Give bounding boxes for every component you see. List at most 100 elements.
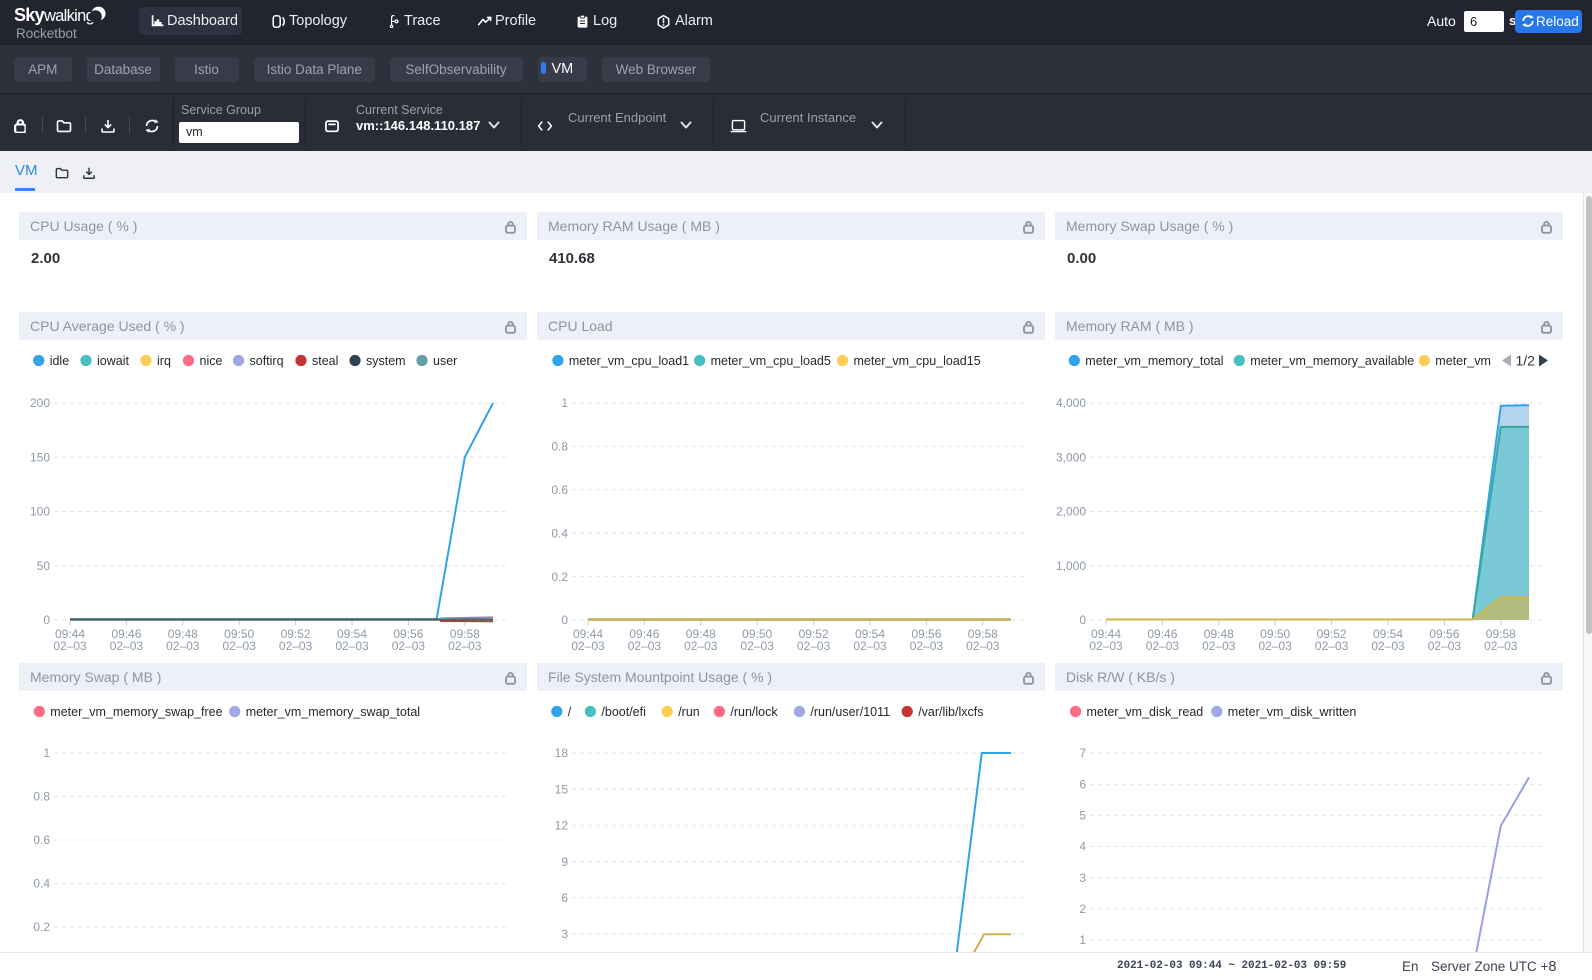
svg-text:50: 50	[37, 559, 51, 573]
svg-text:6: 6	[1079, 777, 1086, 791]
svg-text:15: 15	[555, 782, 569, 796]
svg-text:/var/lib/lxcfs: /var/lib/lxcfs	[918, 705, 983, 719]
svg-text:/boot/efi: /boot/efi	[601, 705, 645, 719]
svg-text:iowait: iowait	[97, 354, 129, 368]
svg-text:0.6: 0.6	[33, 833, 50, 847]
svg-text:09:58: 09:58	[968, 627, 998, 641]
svg-text:09:46: 09:46	[111, 627, 141, 641]
svg-text:0.8: 0.8	[33, 790, 50, 804]
svg-text:3: 3	[561, 927, 568, 941]
svg-text:09:44: 09:44	[55, 627, 85, 641]
svg-text:09:52: 09:52	[799, 627, 829, 641]
svg-text:09:56: 09:56	[393, 627, 423, 641]
svg-text:02–03: 02–03	[1315, 639, 1349, 652]
svg-text:0.4: 0.4	[551, 526, 568, 540]
svg-text:0.6: 0.6	[551, 483, 568, 497]
svg-text:09:44: 09:44	[1091, 627, 1121, 641]
svg-text:09:56: 09:56	[911, 627, 941, 641]
svg-text:steal: steal	[312, 354, 338, 368]
svg-text:02–03: 02–03	[1202, 639, 1236, 652]
svg-text:09:54: 09:54	[337, 627, 367, 641]
svg-text:meter_vm_cpu_load5: meter_vm_cpu_load5	[711, 354, 831, 368]
svg-text:/: /	[568, 705, 572, 719]
svg-text:02–03: 02–03	[166, 639, 200, 652]
svg-text:meter_vm_memory_available: meter_vm_memory_available	[1250, 354, 1414, 368]
svg-text:02–03: 02–03	[1259, 639, 1293, 652]
svg-text:meter_vm_memory_swap_total: meter_vm_memory_swap_total	[246, 705, 420, 719]
svg-text:02–03: 02–03	[741, 639, 775, 652]
svg-text:5: 5	[1079, 809, 1086, 823]
svg-text:02–03: 02–03	[392, 639, 426, 652]
svg-text:09:48: 09:48	[686, 627, 716, 641]
svg-text:9: 9	[561, 855, 568, 869]
svg-text:09:52: 09:52	[1317, 627, 1347, 641]
svg-text:02–03: 02–03	[966, 639, 1000, 652]
svg-text:nice: nice	[200, 354, 223, 368]
svg-text:100: 100	[30, 505, 50, 519]
svg-text:02–03: 02–03	[1428, 639, 1462, 652]
svg-text:meter_vm: meter_vm	[1435, 354, 1491, 368]
svg-text:02–03: 02–03	[279, 639, 313, 652]
svg-text:1: 1	[1079, 933, 1086, 947]
svg-text:4: 4	[1079, 840, 1086, 854]
svg-text:0: 0	[561, 613, 568, 627]
svg-text:09:46: 09:46	[629, 627, 659, 641]
svg-text:02–03: 02–03	[1146, 639, 1180, 652]
svg-text:12: 12	[555, 819, 569, 833]
svg-text:meter_vm_disk_written: meter_vm_disk_written	[1228, 705, 1357, 719]
svg-text:09:50: 09:50	[224, 627, 254, 641]
svg-text:02–03: 02–03	[335, 639, 369, 652]
svg-text:09:58: 09:58	[1486, 627, 1516, 641]
svg-text:09:56: 09:56	[1429, 627, 1459, 641]
svg-text:6: 6	[561, 891, 568, 905]
svg-text:02–03: 02–03	[110, 639, 144, 652]
svg-text:meter_vm_cpu_load1: meter_vm_cpu_load1	[569, 354, 689, 368]
svg-text:meter_vm_memory_total: meter_vm_memory_total	[1085, 354, 1223, 368]
svg-text:/run/lock: /run/lock	[730, 705, 778, 719]
svg-text:0.2: 0.2	[33, 920, 50, 934]
svg-text:meter_vm_memory_swap_free: meter_vm_memory_swap_free	[50, 705, 222, 719]
svg-text:0.8: 0.8	[551, 440, 568, 454]
svg-text:softirq: softirq	[250, 354, 284, 368]
svg-text:meter_vm_cpu_load15: meter_vm_cpu_load15	[854, 354, 981, 368]
svg-text:1/2: 1/2	[1516, 353, 1536, 369]
svg-text:/run/user/1011: /run/user/1011	[810, 705, 890, 719]
svg-text:02–03: 02–03	[910, 639, 944, 652]
svg-text:09:54: 09:54	[855, 627, 885, 641]
svg-text:02–03: 02–03	[448, 639, 482, 652]
svg-text:0.2: 0.2	[551, 570, 568, 584]
svg-text:02–03: 02–03	[571, 639, 605, 652]
svg-text:2: 2	[1079, 902, 1086, 916]
svg-text:02–03: 02–03	[223, 639, 257, 652]
svg-text:1: 1	[43, 746, 50, 760]
svg-text:09:54: 09:54	[1373, 627, 1403, 641]
svg-text:09:44: 09:44	[573, 627, 603, 641]
svg-text:system: system	[366, 354, 406, 368]
svg-text:7: 7	[1079, 746, 1086, 760]
svg-text:02–03: 02–03	[684, 639, 718, 652]
svg-text:3,000: 3,000	[1056, 450, 1086, 464]
svg-text:1,000: 1,000	[1056, 559, 1086, 573]
svg-text:09:48: 09:48	[1204, 627, 1234, 641]
svg-text:150: 150	[30, 450, 50, 464]
svg-text:02–03: 02–03	[1371, 639, 1405, 652]
svg-text:09:46: 09:46	[1147, 627, 1177, 641]
svg-text:idle: idle	[50, 354, 70, 368]
svg-text:200: 200	[30, 396, 50, 410]
svg-text:/run: /run	[678, 705, 700, 719]
svg-text:1: 1	[561, 396, 568, 410]
svg-text:09:52: 09:52	[281, 627, 311, 641]
svg-text:0.4: 0.4	[33, 877, 50, 891]
svg-text:3: 3	[1079, 871, 1086, 885]
svg-text:09:50: 09:50	[1260, 627, 1290, 641]
svg-text:09:58: 09:58	[450, 627, 480, 641]
svg-text:18: 18	[555, 746, 569, 760]
svg-text:2,000: 2,000	[1056, 505, 1086, 519]
svg-text:02–03: 02–03	[53, 639, 87, 652]
svg-text:02–03: 02–03	[797, 639, 831, 652]
svg-text:02–03: 02–03	[853, 639, 887, 652]
svg-text:0: 0	[1079, 613, 1086, 627]
svg-text:02–03: 02–03	[1089, 639, 1123, 652]
svg-text:02–03: 02–03	[628, 639, 662, 652]
svg-text:09:50: 09:50	[742, 627, 772, 641]
